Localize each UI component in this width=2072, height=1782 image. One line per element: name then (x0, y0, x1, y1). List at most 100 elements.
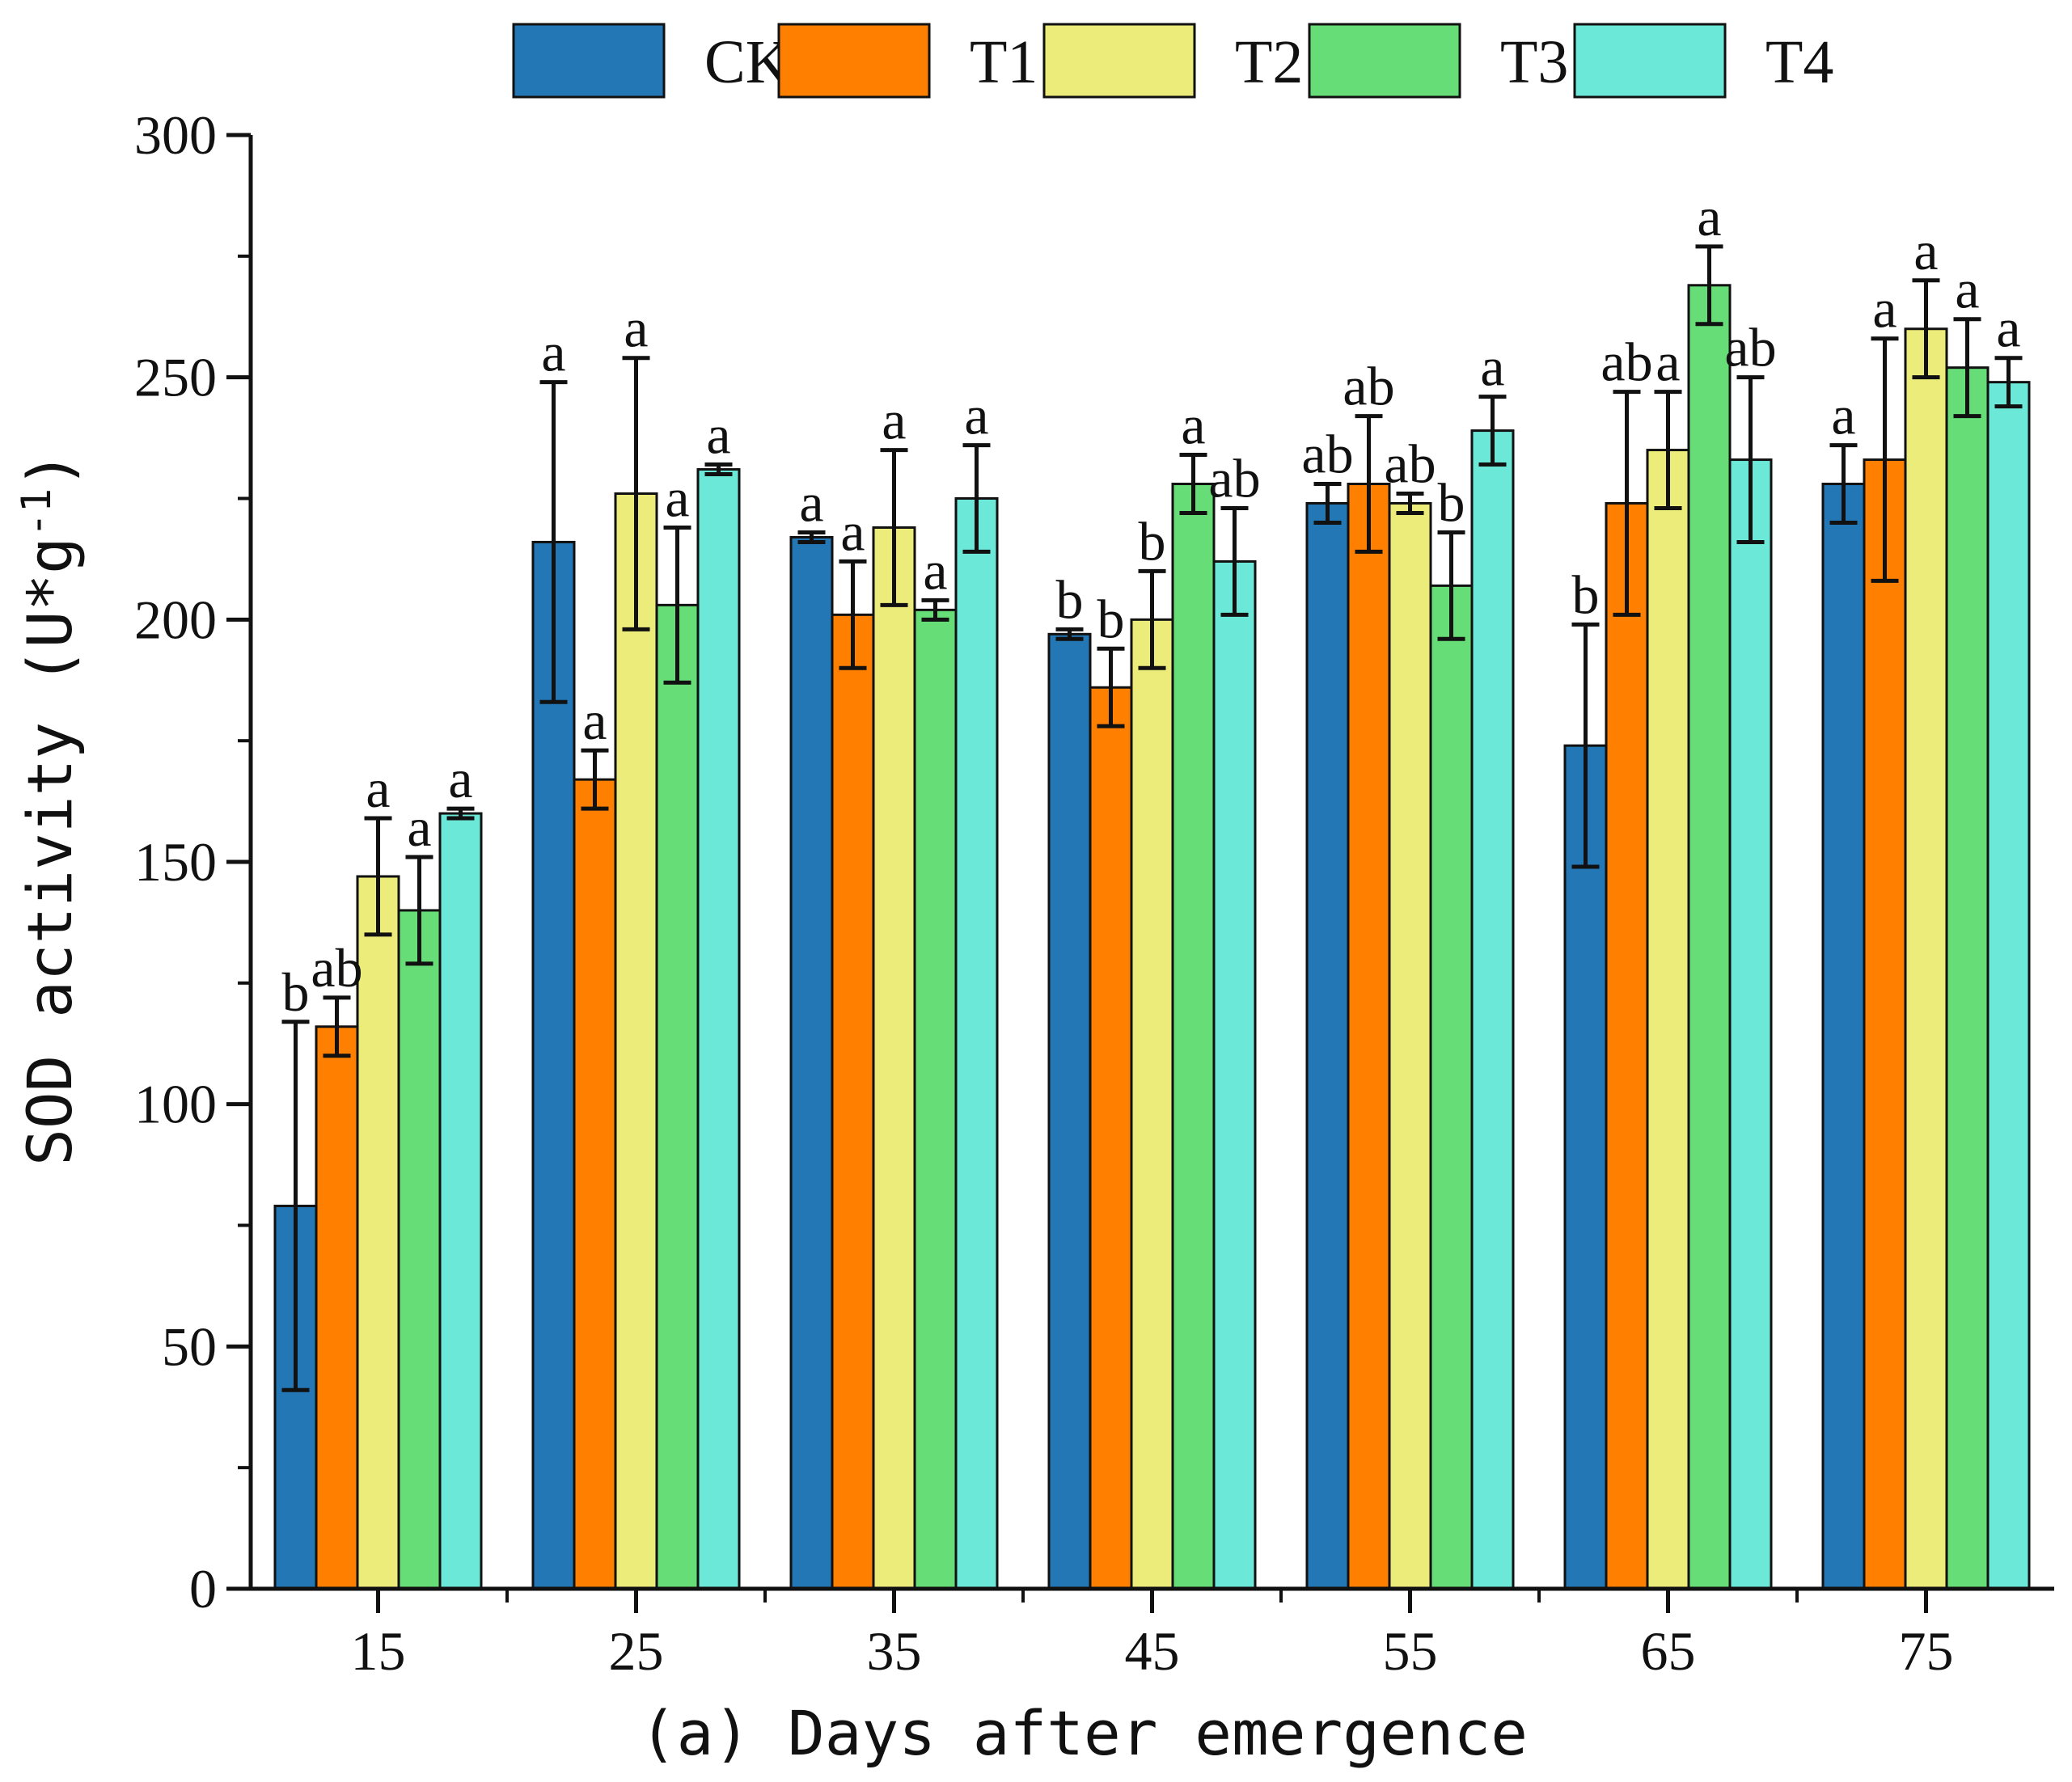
sig-label-t3-25: a (665, 467, 689, 528)
sig-label-t4-45: ab (1208, 447, 1260, 509)
error-bars (281, 244, 2023, 1392)
sig-label-t4-75: a (1996, 298, 2020, 359)
x-tick-label-35: 35 (867, 1620, 922, 1682)
legend-swatch-t4 (1573, 23, 1727, 99)
sig-label-t3-15: a (407, 796, 431, 858)
sig-label-t4-25: a (706, 404, 730, 466)
sig-label-t1-45: b (1097, 588, 1125, 649)
bar-ck-25 (531, 540, 576, 1590)
sig-label-t2-55: ab (1384, 433, 1436, 495)
x-tick-label-55: 55 (1383, 1620, 1438, 1682)
sig-label-t3-45: a (1181, 395, 1205, 456)
y-axis-title-close: ) (14, 451, 86, 488)
sig-label-t1-15: ab (311, 937, 362, 999)
sig-label-ck-55: ab (1301, 424, 1353, 485)
y-axis-title-superscript: -1 (13, 488, 60, 537)
sig-label-t2-35: a (882, 390, 906, 451)
bar-t2-65 (1646, 449, 1690, 1590)
x-tick-label-25: 25 (609, 1620, 664, 1682)
sig-label-t2-15: a (366, 758, 390, 819)
legend-label-ck: CK (704, 28, 790, 96)
y-tick-label-200: 200 (134, 589, 217, 650)
y-tick-label-250: 250 (134, 347, 217, 408)
sig-label-t2-25: a (624, 298, 648, 359)
legend-label-t2: T2 (1235, 28, 1303, 96)
sig-label-t2-75: a (1913, 220, 1938, 281)
sig-label-t1-55: ab (1343, 356, 1394, 417)
bar-ck-65 (1563, 744, 1608, 1590)
sig-label-t1-65: ab (1601, 331, 1652, 393)
legend-swatch-t1 (777, 23, 931, 99)
y-tick-label-0: 0 (189, 1558, 217, 1619)
bar-t4-75 (1986, 381, 2031, 1590)
sig-label-ck-35: a (799, 471, 823, 533)
bar-t1-35 (831, 613, 875, 1590)
sig-label-t4-55: a (1480, 336, 1504, 398)
bars (273, 284, 2031, 1590)
sig-label-t2-65: a (1655, 331, 1680, 393)
bar-t3-55 (1429, 584, 1474, 1590)
bar-t3-45 (1171, 483, 1216, 1590)
bar-ck-55 (1305, 501, 1350, 1590)
sig-label-t1-25: a (582, 690, 607, 751)
bar-t1-45 (1089, 686, 1133, 1590)
bar-t1-55 (1347, 483, 1391, 1590)
y-tick-label-150: 150 (134, 831, 217, 893)
sig-label-t4-35: a (964, 385, 988, 446)
legend-swatch-t2 (1042, 23, 1196, 99)
legend: CK T1 T2 T3 T4 (512, 23, 1833, 99)
bar-t4-35 (954, 497, 999, 1590)
bar-t4-25 (696, 468, 741, 1590)
legend-label-t1: T1 (970, 28, 1038, 96)
sig-label-ck-75: a (1831, 385, 1855, 446)
bar-t1-75 (1863, 458, 1907, 1590)
bar-t2-35 (872, 526, 916, 1590)
bar-t1-65 (1605, 501, 1649, 1590)
legend-label-t3: T3 (1500, 28, 1568, 96)
bar-t3-65 (1687, 284, 1732, 1590)
y-axis-title-main: SOD activity (U*g (14, 537, 86, 1166)
legend-swatch-ck (512, 23, 666, 99)
legend-swatch-t3 (1308, 23, 1461, 99)
sig-label-ck-65: b (1572, 564, 1600, 625)
bar-t3-15 (397, 909, 442, 1590)
bar-t4-15 (438, 812, 483, 1590)
bar-t1-25 (573, 778, 617, 1590)
y-tick-label-300: 300 (134, 104, 217, 166)
sig-label-ck-45: b (1056, 568, 1084, 630)
bar-t2-45 (1130, 618, 1174, 1590)
x-tick-label-65: 65 (1641, 1620, 1696, 1682)
sig-label-ck-25: a (541, 322, 565, 383)
sig-label-t4-65: ab (1724, 317, 1776, 378)
bar-t2-15 (356, 875, 400, 1590)
y-axis-title: SOD activity (U*g-1) (13, 451, 86, 1166)
bar-t4-45 (1212, 560, 1257, 1590)
sig-label-t3-75: a (1955, 259, 1979, 320)
sig-label-t4-15: a (448, 748, 472, 809)
x-axis-title: (a) Days after emergence (640, 1697, 1528, 1769)
x-tick-label-45: 45 (1125, 1620, 1180, 1682)
sig-label-t3-35: a (923, 539, 947, 601)
sig-label-t1-75: a (1872, 278, 1897, 340)
y-tick-label-100: 100 (134, 1074, 217, 1135)
bar-ck-45 (1047, 632, 1092, 1590)
bar-t4-55 (1470, 429, 1515, 1590)
bar-t3-25 (655, 603, 700, 1590)
sig-label-t3-65: a (1697, 186, 1721, 247)
bar-t2-55 (1388, 501, 1432, 1590)
x-tick-label-15: 15 (351, 1620, 406, 1682)
sig-label-t1-35: a (840, 500, 865, 562)
axes: 0 50 100 150 200 250 300 15 25 35 45 55 65 75 (134, 104, 2054, 1682)
sig-label-t3-55: b (1438, 471, 1465, 533)
bar-ck-75 (1821, 483, 1866, 1590)
sig-label-t2-45: b (1139, 510, 1166, 572)
sig-label-ck-15: b (282, 961, 310, 1023)
legend-label-t4: T4 (1765, 28, 1833, 96)
bar-t2-25 (614, 492, 658, 1590)
y-tick-label-50: 50 (162, 1315, 217, 1377)
bar-t3-35 (913, 608, 958, 1590)
bar-ck-35 (789, 535, 834, 1590)
bar-t2-75 (1904, 327, 1948, 1590)
